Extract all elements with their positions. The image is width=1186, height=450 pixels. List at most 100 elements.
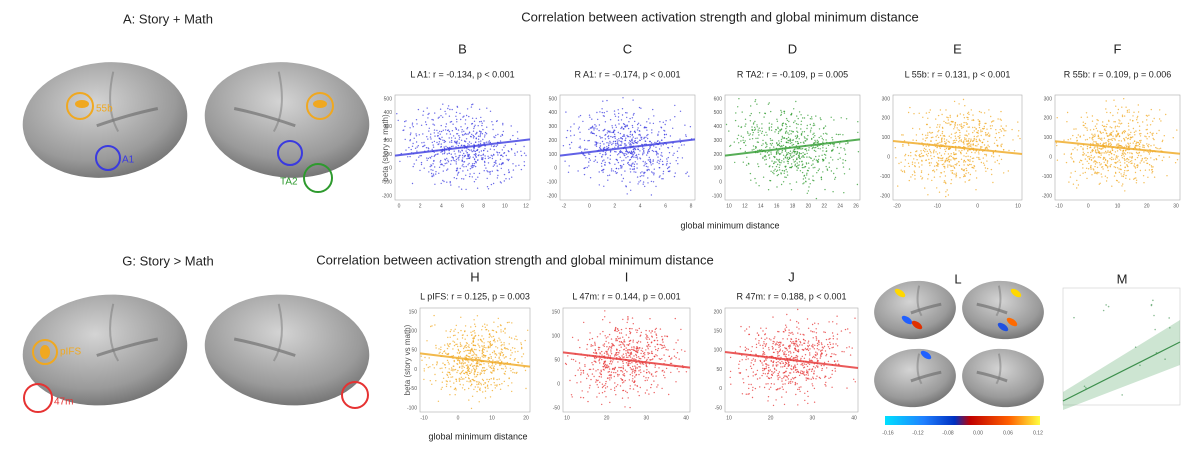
scatter-dot [835,177,836,178]
scatter-dot [1137,157,1138,158]
scatter-dot [627,156,628,157]
scatter-dot [936,187,937,188]
scatter-dot [1151,109,1152,110]
scatter-dot [491,145,492,146]
scatter-dot [653,151,654,152]
scatter-dot [681,349,682,350]
scatter-dot [456,163,457,164]
scatter-dot [511,177,512,178]
scatter-dot [494,149,495,150]
scatter-dot [637,330,638,331]
scatter-dot [524,165,525,166]
scatter-dot [1173,137,1174,138]
scatter-dot [646,163,647,164]
scatter-dot [1148,115,1149,116]
scatter-dot [1001,120,1002,121]
scatter-dot [670,358,671,359]
scatter-dot [939,124,940,125]
scatter-dot [752,138,753,139]
scatter-dot [652,109,653,110]
scatter-dot [471,355,472,356]
scatter-dot [773,173,774,174]
scatter-dot [805,181,806,182]
scatter-dot [1111,127,1112,128]
scatter-dot [796,166,797,167]
scatter-dot [750,180,751,181]
scatter-dot [515,144,516,145]
scatter-dot [605,361,606,362]
scatter-dot [975,170,976,171]
scatter-dot [596,379,597,380]
y-tick-label: 0 [719,179,722,185]
scatter-dot [734,162,735,163]
scatter-dot [409,156,410,157]
scatter-dot [635,375,636,376]
scatter-dot [921,153,922,154]
scatter-dot [491,378,492,379]
scatter-dot [772,316,773,317]
scatter-dot [1121,107,1122,108]
scatter-dot [785,146,786,147]
scatter-dot [605,121,606,122]
scatter-dot [776,154,777,155]
scatter-dot [476,118,477,119]
scatter-dot [514,358,515,359]
scatter-dot [516,339,517,340]
scatter-dot [969,161,970,162]
scatter-dot [988,109,989,110]
scatter-dot [449,116,450,117]
scatter-dot [594,124,595,125]
scatter-dot [806,128,807,129]
scatter-dot [806,374,807,375]
scatter-dot [643,138,644,139]
scatter-dot [433,160,434,161]
x-tick-label: 8 [690,203,693,209]
scatter-dot [465,377,466,378]
scatter-dot [481,125,482,126]
scatter-dot [647,337,648,338]
scatter-dot [438,401,439,402]
scatter-dot [661,388,662,389]
scatter-dot [453,366,454,367]
scatter-dot [604,147,605,148]
scatter-dot [951,153,952,154]
scatter-dot [813,167,814,168]
scatter-dot [458,186,459,187]
scatter-dot [581,372,582,373]
scatter-dot [787,174,788,175]
scatter-dot [629,144,630,145]
scatter-dot [487,359,488,360]
scatter-dot [985,167,986,168]
scatter-dot [589,158,590,159]
scatter-dot [1128,129,1129,130]
scatter-dot [757,163,758,164]
scatter-dot [781,152,782,153]
scatter-dot [496,121,497,122]
scatter-dot [1146,138,1147,139]
scatter-dot [779,154,780,155]
scatter-dot [600,143,601,144]
scatter-dot [796,148,797,149]
scatter-dot [1134,132,1135,133]
scatter-dot [632,162,633,163]
scatter-dot [801,161,802,162]
scatter-dot [1122,132,1123,133]
scatter-dot [497,326,498,327]
scatter-dot [949,164,950,165]
scatter-dot [629,165,630,166]
scatter-dot [627,350,628,351]
scatter-dot [769,157,770,158]
scatter-dot [958,161,959,162]
scatter-dot [454,151,455,152]
x-tick-label: 20 [768,415,774,421]
scatter-dot [642,154,643,155]
scatter-dot [486,108,487,109]
scatter-dot [484,148,485,149]
scatter-dot [1070,172,1071,173]
scatter-dot [1086,168,1087,169]
scatter-dot [486,142,487,143]
scatter-dot [1142,144,1143,145]
scatter-dot [1107,167,1108,168]
scatter-dot [468,388,469,389]
scatter-dot [644,186,645,187]
